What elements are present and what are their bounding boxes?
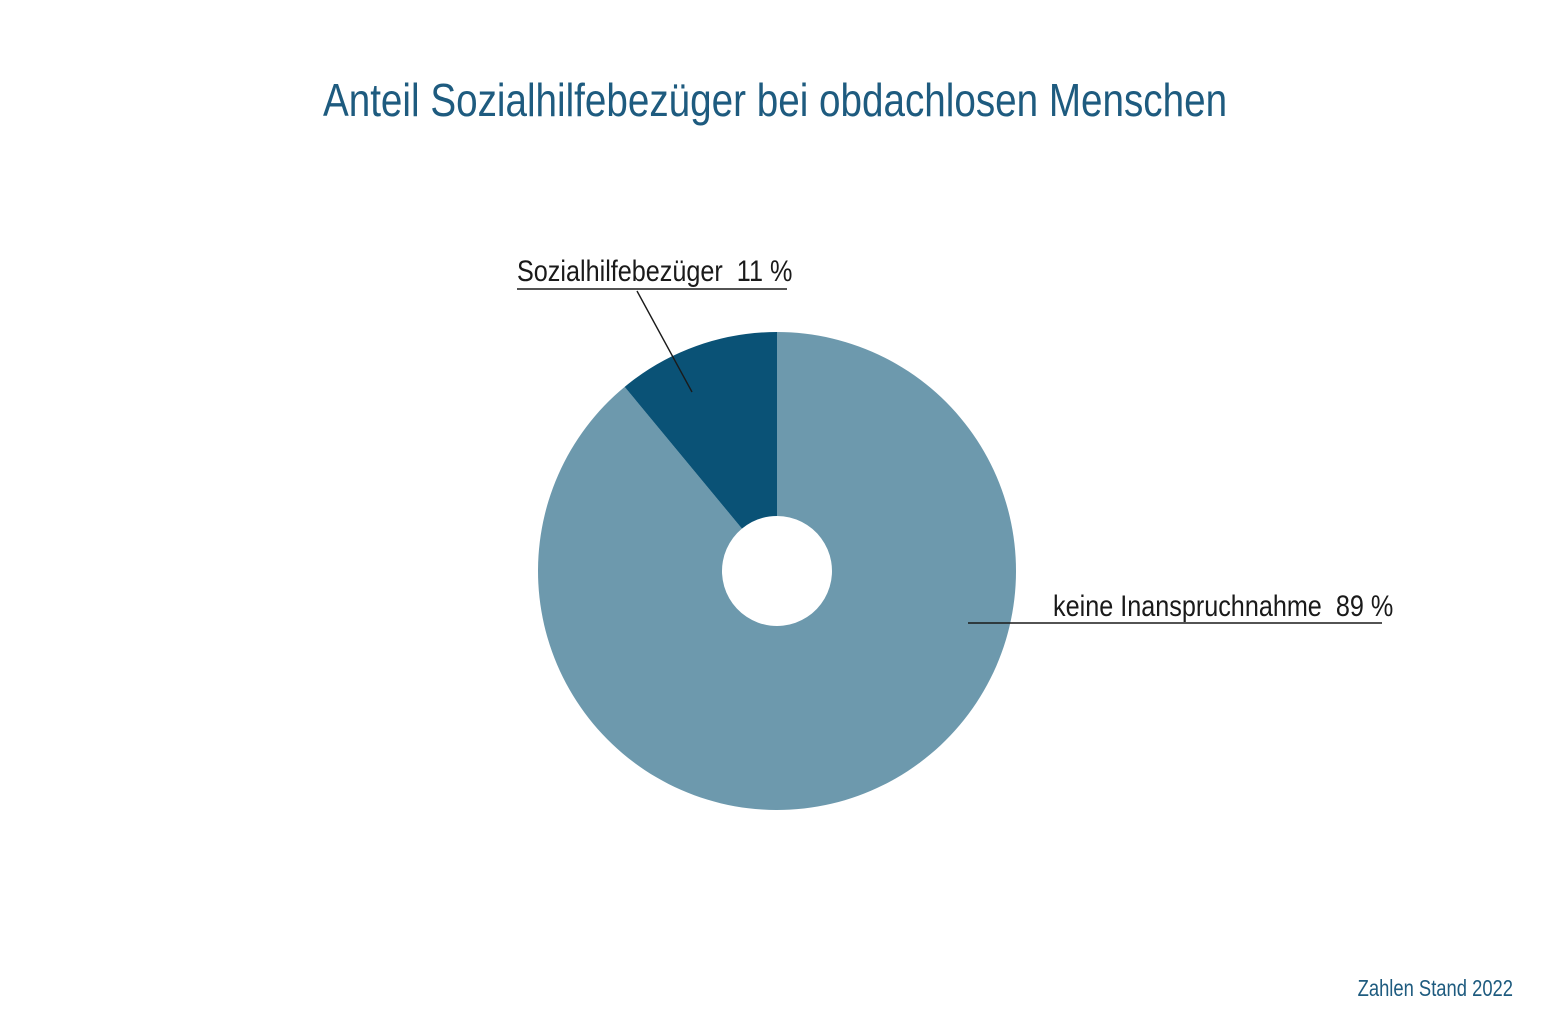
chart-title: Anteil Sozialhilfebezüger bei obdachlose…: [323, 75, 1227, 126]
footer-note: Zahlen Stand 2022: [1358, 976, 1513, 1001]
small-slice-leader-line: [636, 290, 693, 393]
large-slice-label-group: keine Inanspruchnahme 89 %: [1053, 589, 1393, 623]
small-slice-label-group: Sozialhilfebezüger 11 %: [517, 254, 792, 288]
large-slice-label: keine Inanspruchnahme 89 %: [1053, 589, 1393, 623]
donut-slices: [538, 332, 1017, 810]
pie-slice-0: [538, 332, 1017, 810]
footer-note-group: Zahlen Stand 2022: [1358, 976, 1513, 1001]
chart-title-group: Anteil Sozialhilfebezüger bei obdachlose…: [323, 75, 1227, 126]
small-slice-label: Sozialhilfebezüger 11 %: [517, 254, 792, 288]
pie-slice-1: [624, 332, 777, 529]
